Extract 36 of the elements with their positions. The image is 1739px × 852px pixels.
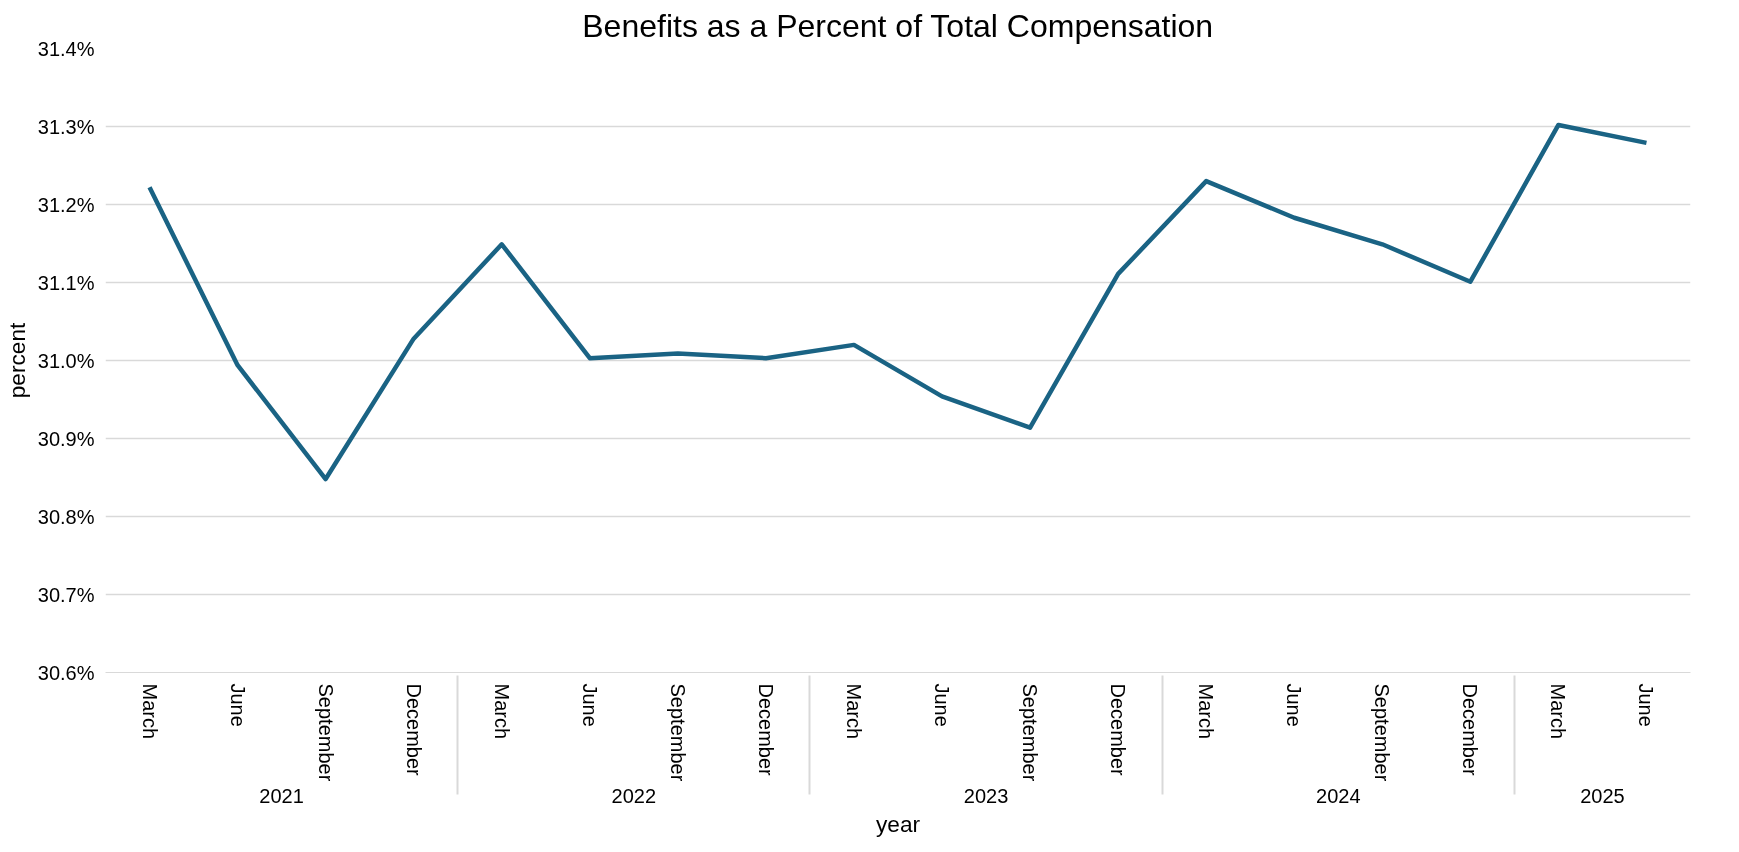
x-tick-label: December bbox=[1107, 683, 1130, 777]
line-series bbox=[147, 122, 1649, 482]
x-tick-label: March bbox=[490, 683, 513, 740]
y-tick-label: 31.0% bbox=[37, 349, 95, 372]
x-tick-label: September bbox=[1019, 683, 1042, 782]
x-tick-label: June bbox=[226, 683, 249, 727]
y-tick-label: 30.7% bbox=[37, 583, 95, 606]
y-tick-label: 30.6% bbox=[37, 661, 95, 684]
x-tick-label: December bbox=[754, 683, 777, 777]
x-tick-label: June bbox=[931, 683, 954, 727]
x-tick-label: September bbox=[666, 683, 689, 782]
x-tick-label: June bbox=[1635, 683, 1658, 727]
text: 2023 bbox=[963, 785, 1009, 808]
y-tick-label: 30.9% bbox=[37, 427, 95, 450]
x-tick-label: December bbox=[402, 683, 425, 777]
x-tick-label: September bbox=[314, 683, 337, 782]
x-tick-label: March bbox=[842, 683, 865, 740]
y-tick-label: 31.2% bbox=[37, 193, 95, 216]
x-tick-label: March bbox=[1547, 683, 1570, 740]
y-tick-label: 31.3% bbox=[37, 115, 95, 138]
x-axis-title: year bbox=[875, 811, 921, 838]
text: 2025 bbox=[1580, 785, 1625, 808]
x-tick-label: June bbox=[578, 683, 601, 727]
x-tick-label: March bbox=[138, 683, 161, 740]
text: 2022 bbox=[611, 785, 657, 808]
y-tick-label: 30.8% bbox=[37, 505, 95, 528]
x-tick-label: June bbox=[1283, 683, 1306, 727]
y-tick-label: 31.4% bbox=[37, 37, 95, 60]
y-tick-label: 31.1% bbox=[37, 271, 95, 294]
x-tick-label: September bbox=[1371, 683, 1394, 782]
text: 2024 bbox=[1316, 785, 1361, 808]
chart-title: Benefits as a Percent of Total Compensation bbox=[582, 7, 1214, 44]
x-tick-label: December bbox=[1459, 683, 1482, 777]
text: 2021 bbox=[259, 785, 304, 808]
y-axis-title: percent bbox=[3, 322, 30, 399]
x-tick-label: March bbox=[1195, 683, 1218, 740]
